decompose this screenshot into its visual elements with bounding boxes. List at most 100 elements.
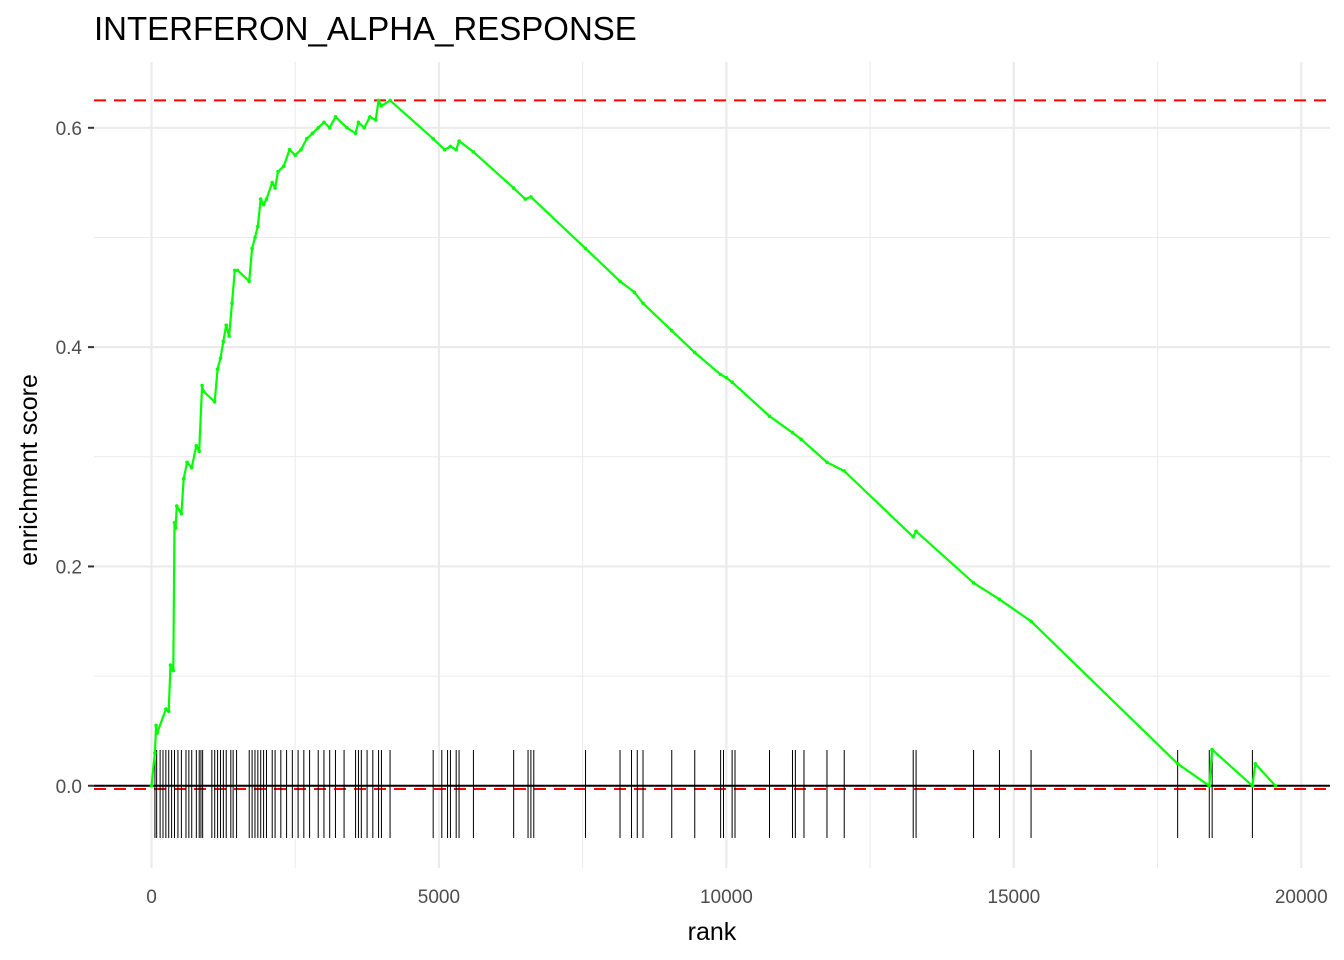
enrichment-point bbox=[310, 131, 315, 136]
enrichment-point bbox=[221, 339, 226, 344]
enrichment-point bbox=[201, 389, 205, 393]
enrichment-point bbox=[825, 460, 829, 465]
x-tick-label: 5000 bbox=[418, 887, 460, 908]
enrichment-point bbox=[1175, 762, 1180, 766]
enrichment-point bbox=[641, 301, 645, 306]
y-tick-label: 0.4 bbox=[56, 338, 83, 359]
enrichment-point bbox=[523, 197, 527, 201]
x-tick-label: 15000 bbox=[987, 887, 1040, 908]
enrichment-point bbox=[442, 147, 447, 152]
enrichment-point bbox=[233, 268, 237, 273]
enrichment-point bbox=[799, 437, 803, 442]
x-axis-ticks: 0 5000 10000 15000 20000 bbox=[146, 887, 1327, 908]
enrichment-point bbox=[287, 147, 292, 152]
enrichment-point bbox=[718, 372, 723, 377]
enrichment-point bbox=[1207, 784, 1212, 788]
enrichment-point bbox=[376, 98, 381, 103]
enrichment-point bbox=[164, 707, 168, 711]
enrichment-point bbox=[270, 180, 275, 185]
y-tick-label: 0.0 bbox=[56, 777, 82, 798]
chart-title: INTERFERON_ALPHA_RESPONSE bbox=[94, 10, 637, 47]
y-axis-ticks: 0.0 0.2 0.4 0.6 bbox=[56, 119, 94, 798]
enrichment-point bbox=[971, 581, 976, 585]
enrichment-point bbox=[1210, 747, 1214, 752]
enrichment-point bbox=[618, 279, 622, 284]
enrichment-point bbox=[230, 301, 234, 306]
enrichment-point bbox=[153, 751, 157, 755]
enrichment-point bbox=[368, 115, 372, 119]
enrichment-point bbox=[172, 520, 177, 525]
enrichment-point bbox=[670, 328, 674, 333]
enrichment-point bbox=[1253, 762, 1258, 766]
enrichment-point bbox=[353, 131, 358, 136]
enrichment-point bbox=[273, 186, 277, 190]
enrichment-point bbox=[181, 476, 186, 481]
enrichment-point bbox=[457, 139, 461, 143]
enrichment-point bbox=[373, 118, 378, 122]
enrichment-point bbox=[235, 268, 240, 273]
enrichment-point bbox=[168, 663, 173, 667]
enrichment-point bbox=[250, 246, 254, 251]
y-axis-title: enrichment score bbox=[15, 374, 43, 566]
y-tick-label: 0.2 bbox=[56, 557, 82, 578]
x-axis-title: rank bbox=[688, 918, 737, 946]
enrichment-point bbox=[322, 120, 326, 125]
enrichment-point bbox=[215, 367, 220, 371]
x-tick-label: 20000 bbox=[1275, 887, 1328, 908]
enrichment-point bbox=[227, 334, 231, 338]
enrichment-point bbox=[471, 150, 476, 154]
enrichment-point bbox=[724, 376, 729, 380]
enrichment-point bbox=[327, 126, 332, 130]
enrichment-point bbox=[333, 115, 338, 119]
enrichment-point bbox=[212, 400, 217, 404]
enrichment-point bbox=[304, 137, 309, 141]
enrichment-point bbox=[431, 137, 436, 141]
enrichment-point bbox=[454, 147, 459, 152]
enrichment-point bbox=[200, 383, 204, 388]
enrichment-point bbox=[730, 380, 734, 385]
enrichment-point bbox=[345, 126, 349, 130]
enrichment-point bbox=[1250, 784, 1255, 788]
enrichment-point bbox=[261, 202, 266, 207]
enrichment-point bbox=[790, 430, 795, 435]
enrichment-point bbox=[583, 246, 588, 251]
enrichment-point bbox=[632, 290, 637, 295]
enrichment-point bbox=[175, 504, 179, 508]
enrichment-point bbox=[185, 460, 189, 465]
enrichment-point bbox=[693, 350, 697, 355]
enrichment-point bbox=[356, 120, 361, 125]
enrichment-point bbox=[388, 98, 392, 103]
x-tick-label: 10000 bbox=[700, 887, 753, 908]
enrichment-point bbox=[258, 197, 263, 201]
enrichment-point bbox=[997, 597, 1002, 602]
enrichment-point bbox=[276, 169, 280, 174]
enrichment-point bbox=[197, 449, 201, 454]
enrichment-point bbox=[218, 356, 223, 360]
enrichment-point bbox=[911, 535, 915, 539]
enrichment-point bbox=[253, 235, 257, 240]
enrichment-point bbox=[194, 444, 199, 448]
y-tick-label: 0.6 bbox=[56, 119, 82, 140]
enrichment-point bbox=[264, 197, 269, 201]
enrichment-point bbox=[179, 512, 184, 516]
enrichment-point bbox=[362, 126, 367, 130]
enrichment-point bbox=[173, 526, 178, 530]
enrichment-point bbox=[767, 414, 772, 419]
enrichment-point bbox=[281, 164, 286, 168]
enrichment-point bbox=[166, 709, 171, 713]
enrichment-point bbox=[155, 731, 159, 735]
enrichment-point bbox=[842, 469, 846, 473]
enrichment-point bbox=[529, 195, 533, 199]
enrichment-point bbox=[255, 224, 260, 229]
enrichment-point bbox=[914, 529, 918, 534]
enrichment-series bbox=[149, 98, 1278, 788]
enrichment-point bbox=[1273, 784, 1278, 788]
enrichment-point bbox=[379, 104, 384, 108]
enrichment-point bbox=[316, 126, 321, 130]
enrichment-point bbox=[511, 186, 516, 190]
enrichment-point bbox=[299, 147, 303, 152]
reference-lines bbox=[94, 99, 1330, 791]
enrichment-point bbox=[149, 784, 154, 788]
enrichment-point bbox=[247, 279, 251, 284]
